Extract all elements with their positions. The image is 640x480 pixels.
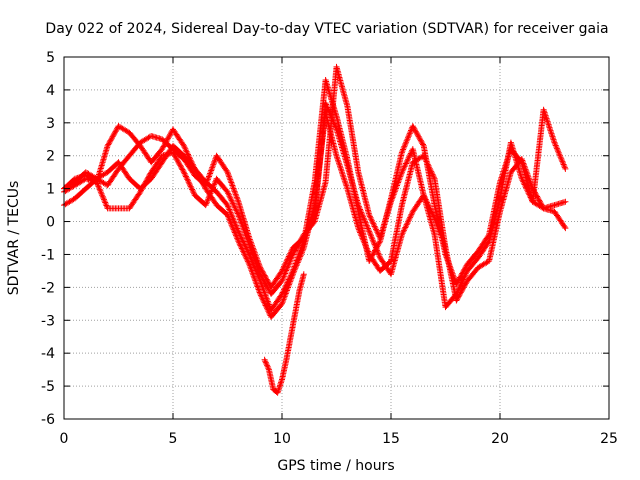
y-tick-label: 1: [46, 182, 55, 198]
x-tick-label: 15: [382, 431, 400, 447]
x-tick-label: 10: [273, 431, 291, 447]
y-tick-label: -4: [41, 346, 55, 362]
y-tick-label: -3: [41, 313, 55, 329]
y-tick-label: 3: [46, 116, 55, 132]
y-tick-label: -6: [41, 412, 55, 428]
y-tick-label: 0: [46, 215, 55, 231]
y-tick-label: -1: [41, 247, 55, 263]
y-tick-label: 2: [46, 149, 55, 165]
x-tick-label: 0: [60, 431, 69, 447]
x-tick-label: 25: [600, 431, 618, 447]
grid-lines: [64, 57, 609, 419]
y-axis-label: SDTVAR / TECUs: [6, 181, 22, 296]
x-tick-label: 20: [491, 431, 509, 447]
data-series-dip-segment: [261, 271, 307, 396]
x-tick-label: 5: [169, 431, 178, 447]
y-tick-label: 4: [46, 83, 55, 99]
chart-title: Day 022 of 2024, Sidereal Day-to-day VTE…: [45, 21, 608, 37]
y-tick-label: -2: [41, 280, 55, 296]
series-markers: [261, 271, 307, 396]
data-points: [61, 63, 569, 396]
y-tick-label: -5: [41, 379, 55, 395]
x-axis-label: GPS time / hours: [277, 458, 394, 474]
plot-frame: [63, 56, 610, 420]
y-tick-label: 5: [46, 50, 55, 66]
